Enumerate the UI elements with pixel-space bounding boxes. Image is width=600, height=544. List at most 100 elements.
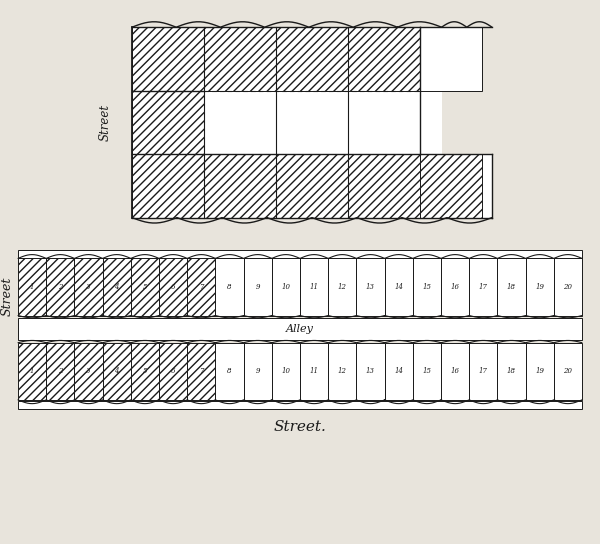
Text: 4: 4 xyxy=(115,283,119,291)
Text: 4: 4 xyxy=(115,367,119,375)
Bar xyxy=(385,258,413,316)
Bar xyxy=(132,27,204,91)
Bar xyxy=(420,27,482,91)
Bar xyxy=(132,91,204,154)
Text: 16: 16 xyxy=(451,367,460,375)
Bar xyxy=(413,258,441,316)
Bar xyxy=(18,258,46,316)
Text: 18: 18 xyxy=(507,283,516,291)
Text: 2: 2 xyxy=(58,367,62,375)
Bar xyxy=(131,343,159,400)
Text: Alley: Alley xyxy=(286,324,314,334)
Bar xyxy=(300,343,328,400)
Text: 1: 1 xyxy=(30,283,34,291)
Bar xyxy=(18,401,582,409)
Text: 16: 16 xyxy=(451,283,460,291)
Bar xyxy=(204,91,276,154)
Bar xyxy=(272,258,300,316)
Text: 17: 17 xyxy=(479,283,488,291)
Bar xyxy=(132,154,204,218)
Text: 8: 8 xyxy=(227,367,232,375)
Bar xyxy=(204,27,276,91)
Bar xyxy=(348,91,420,154)
Bar xyxy=(554,258,582,316)
Text: 8: 8 xyxy=(227,283,232,291)
Text: 15: 15 xyxy=(422,367,431,375)
Text: 5: 5 xyxy=(143,283,147,291)
Text: Street: Street xyxy=(98,104,112,141)
Bar xyxy=(74,343,103,400)
Text: 9: 9 xyxy=(256,283,260,291)
Text: 14: 14 xyxy=(394,367,403,375)
Bar xyxy=(103,343,131,400)
Bar xyxy=(18,318,582,340)
Text: 11: 11 xyxy=(310,367,319,375)
Bar xyxy=(276,154,348,218)
Bar xyxy=(276,91,348,154)
Bar xyxy=(441,343,469,400)
Text: 5: 5 xyxy=(143,367,147,375)
Bar xyxy=(46,343,74,400)
Bar xyxy=(244,258,272,316)
Text: 10: 10 xyxy=(281,283,290,291)
Text: 14: 14 xyxy=(394,283,403,291)
Bar xyxy=(204,154,276,218)
Text: 6: 6 xyxy=(171,283,175,291)
Bar xyxy=(18,343,46,400)
Text: 2: 2 xyxy=(58,283,62,291)
Bar xyxy=(356,258,385,316)
Bar xyxy=(272,343,300,400)
Bar xyxy=(442,154,492,218)
Text: 19: 19 xyxy=(535,367,544,375)
Bar xyxy=(356,343,385,400)
Bar xyxy=(413,343,441,400)
Bar xyxy=(328,258,356,316)
Text: 7: 7 xyxy=(199,283,203,291)
Bar xyxy=(385,343,413,400)
Text: 12: 12 xyxy=(338,283,347,291)
Bar xyxy=(215,343,244,400)
Bar xyxy=(103,258,131,316)
Bar xyxy=(497,258,526,316)
Text: 20: 20 xyxy=(563,283,572,291)
Bar xyxy=(328,343,356,400)
Bar xyxy=(187,258,215,316)
Text: 13: 13 xyxy=(366,283,375,291)
Text: 3: 3 xyxy=(86,367,91,375)
Text: 11: 11 xyxy=(310,283,319,291)
Bar xyxy=(348,27,420,91)
Bar xyxy=(276,27,348,91)
Bar xyxy=(159,258,187,316)
Bar xyxy=(18,250,582,258)
Text: 20: 20 xyxy=(563,367,572,375)
Text: 10: 10 xyxy=(281,367,290,375)
Text: 18: 18 xyxy=(507,367,516,375)
Text: Street.: Street. xyxy=(274,420,326,434)
Bar xyxy=(131,258,159,316)
Bar xyxy=(554,343,582,400)
Text: 1: 1 xyxy=(30,367,34,375)
Bar xyxy=(526,258,554,316)
Bar xyxy=(420,154,482,218)
Text: 3: 3 xyxy=(86,283,91,291)
Bar xyxy=(526,343,554,400)
Text: 9: 9 xyxy=(256,367,260,375)
Text: 17: 17 xyxy=(479,367,488,375)
Text: 13: 13 xyxy=(366,367,375,375)
Text: 6: 6 xyxy=(171,367,175,375)
Bar xyxy=(46,258,74,316)
Bar xyxy=(215,258,244,316)
Bar xyxy=(441,258,469,316)
Text: 15: 15 xyxy=(422,283,431,291)
Bar xyxy=(469,343,497,400)
Text: 12: 12 xyxy=(338,367,347,375)
Bar xyxy=(244,343,272,400)
Bar xyxy=(187,343,215,400)
Text: 7: 7 xyxy=(199,367,203,375)
Bar xyxy=(348,154,420,218)
Bar xyxy=(497,343,526,400)
Bar xyxy=(74,258,103,316)
Bar xyxy=(159,343,187,400)
Bar xyxy=(300,258,328,316)
Text: Street: Street xyxy=(1,277,14,316)
